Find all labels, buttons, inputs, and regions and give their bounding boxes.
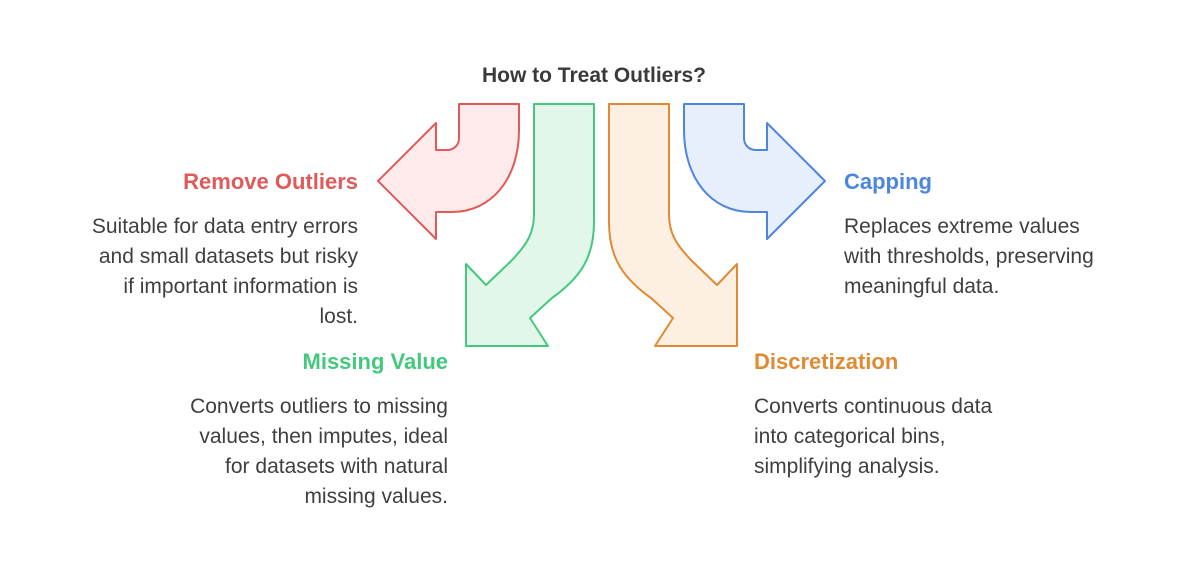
capping-desc-line: meaningful data. — [844, 275, 1000, 298]
capping-heading: Capping — [844, 169, 932, 194]
remove-outliers-desc-line: lost. — [319, 305, 358, 328]
missing-value-heading: Missing Value — [302, 349, 449, 374]
discretization-desc-line: simplifying analysis. — [754, 455, 940, 478]
capping-description: Replaces extreme values with thresholds,… — [844, 212, 1174, 302]
missing-value-description: Converts outliers to missing values, the… — [60, 392, 448, 512]
discretization-arrow — [608, 103, 738, 347]
remove-outliers-desc-line: and small datasets but risky — [98, 245, 358, 268]
discretization-block: Discretization Converts continuous data … — [754, 348, 1154, 482]
capping-arrow — [683, 103, 826, 240]
diagram-title: How to Treat Outliers? — [481, 64, 707, 87]
capping-desc-line: with thresholds, preserving — [844, 245, 1094, 268]
remove-outliers-desc-line: Suitable for data entry errors — [91, 215, 358, 238]
discretization-desc-line: Converts continuous data — [754, 395, 993, 418]
discretization-desc-line: into categorical bins, — [754, 425, 946, 448]
missing-value-desc-line: Converts outliers to missing — [190, 395, 448, 418]
missing-value-block: Missing Value Converts outliers to missi… — [60, 348, 448, 512]
capping-desc-line: Replaces extreme values — [844, 215, 1080, 238]
discretization-heading: Discretization — [754, 349, 899, 374]
remove-outliers-block: Remove Outliers Suitable for data entry … — [20, 168, 358, 332]
missing-value-arrow — [465, 103, 595, 347]
remove-outliers-description: Suitable for data entry errors and small… — [20, 212, 358, 332]
missing-value-desc-line: values, then imputes, ideal — [199, 425, 448, 448]
capping-block: Capping Replaces extreme values with thr… — [844, 168, 1174, 302]
remove-outliers-heading: Remove Outliers — [183, 169, 358, 194]
remove-outliers-desc-line: if important information is — [123, 275, 358, 298]
missing-value-desc-line: missing values. — [304, 485, 448, 508]
remove-outliers-arrow — [377, 103, 520, 240]
missing-value-desc-line: for datasets with natural — [225, 455, 448, 478]
discretization-description: Converts continuous data into categorica… — [754, 392, 1154, 482]
